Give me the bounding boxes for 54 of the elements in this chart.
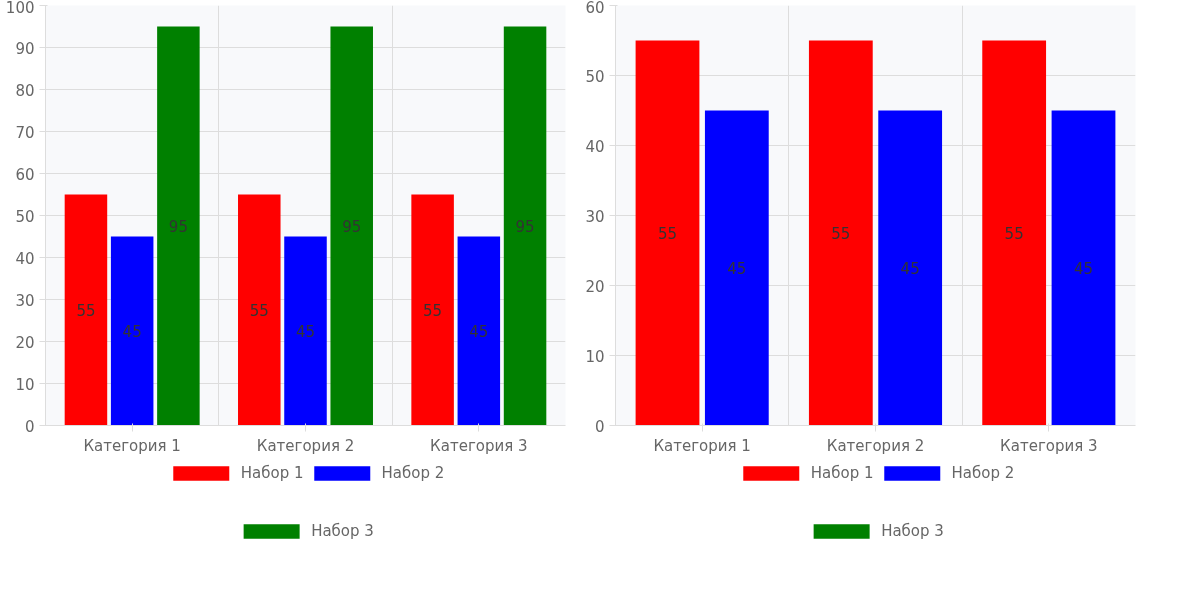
data-label: 55 xyxy=(423,302,443,320)
bar xyxy=(284,236,327,426)
x-tick-label: Категория 2 xyxy=(826,436,925,455)
bar xyxy=(64,194,108,426)
bar xyxy=(238,194,281,426)
y-tick-label: 60 xyxy=(15,165,35,184)
legend-label: Набор 1 xyxy=(810,464,874,482)
data-label: 45 xyxy=(122,323,142,341)
legend-label: Набор 3 xyxy=(881,522,944,540)
y-tick-label: 90 xyxy=(15,39,35,58)
legend-label: Набор 3 xyxy=(311,522,374,540)
legend-label: Набор 2 xyxy=(381,464,445,482)
bar xyxy=(457,236,501,426)
bar xyxy=(503,26,547,426)
y-tick-label: 20 xyxy=(15,333,35,352)
data-label: 55 xyxy=(249,302,269,320)
y-tick-label: 40 xyxy=(585,137,605,156)
data-label: 45 xyxy=(1073,260,1094,278)
y-tick-label: 80 xyxy=(15,81,35,100)
data-label: 55 xyxy=(831,225,851,243)
data-label: 45 xyxy=(469,323,489,341)
y-tick-label: 70 xyxy=(15,123,35,142)
y-tick-label: 30 xyxy=(15,291,35,310)
y-tick-label: 0 xyxy=(24,417,35,436)
legend-label: Набор 1 xyxy=(240,464,304,482)
bar xyxy=(110,236,154,426)
data-label: 55 xyxy=(657,225,678,243)
bar xyxy=(411,194,454,426)
x-tick-label: Категория 1 xyxy=(653,436,751,455)
y-tick-label: 100 xyxy=(5,0,35,17)
y-tick-label: 50 xyxy=(585,67,605,86)
data-label: 55 xyxy=(1004,225,1024,243)
y-tick-label: 50 xyxy=(15,207,35,226)
y-tick-label: 20 xyxy=(585,277,605,296)
y-tick-label: 30 xyxy=(585,207,605,226)
y-tick-label: 40 xyxy=(15,249,35,268)
data-label: 95 xyxy=(515,218,535,236)
data-label: 45 xyxy=(295,323,316,341)
x-tick-label: Категория 2 xyxy=(256,436,355,455)
y-tick-label: 60 xyxy=(585,0,605,17)
x-tick-label: Категория 1 xyxy=(83,436,181,455)
data-label: 45 xyxy=(727,260,747,278)
legend-label: Набор 2 xyxy=(951,464,1015,482)
bar xyxy=(157,26,200,426)
x-tick-label: Категория 3 xyxy=(1000,436,1098,455)
y-tick-label: 10 xyxy=(15,375,35,394)
y-tick-label: 0 xyxy=(594,417,605,436)
data-label: 45 xyxy=(900,260,920,278)
data-label: 95 xyxy=(342,218,362,236)
x-tick-label: Категория 3 xyxy=(430,436,528,455)
data-label: 95 xyxy=(168,218,188,236)
y-tick-label: 10 xyxy=(585,347,605,366)
data-label: 55 xyxy=(76,302,96,320)
bar xyxy=(330,26,373,426)
